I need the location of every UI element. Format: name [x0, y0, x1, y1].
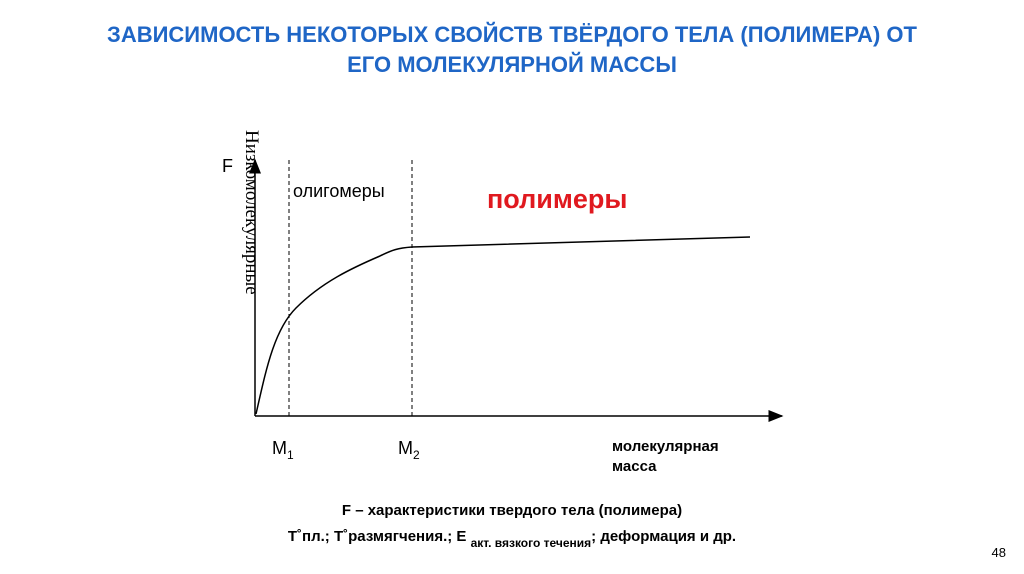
slide-title: ЗАВИСИМОСТЬ НЕКОТОРЫХ СВОЙСТВ ТВЁРДОГО Т… [0, 20, 1024, 80]
m1-subscript: 1 [287, 448, 294, 462]
page-number: 48 [991, 545, 1006, 560]
caption-line2-subscript: акт. вязкого течения [470, 536, 592, 550]
x-axis-label-line2: масса [612, 458, 657, 475]
x-axis-label-line1: молекулярная [612, 438, 719, 455]
y-axis-label: F [222, 156, 233, 176]
m2-main: M [398, 438, 413, 458]
polymers-region-label: полимеры [487, 184, 628, 214]
m1-main: M [272, 438, 287, 458]
m2-subscript: 2 [413, 448, 420, 462]
low-molecular-region-label: Низкомолекулярные [241, 130, 262, 295]
caption-line1: F – характеристики твердого тела (полиме… [341, 502, 683, 519]
slide-title-line1: ЗАВИСИМОСТЬ НЕКОТОРЫХ СВОЙСТВ ТВЁРДОГО Т… [107, 22, 917, 47]
property-curve [255, 236, 751, 415]
caption-line2: T˚пл.; T˚размягчения.; E акт. вязкого те… [0, 524, 1024, 550]
oligomers-region-label: олигомеры [293, 181, 385, 201]
slide-title-line2: ЕГО МОЛЕКУЛЯРНОЙ МАССЫ [347, 52, 677, 77]
x-axis-label: молекулярная масса [612, 437, 719, 477]
m1-tick-label: M1 [272, 438, 294, 462]
caption: F – характеристики твердого тела (полиме… [0, 498, 1024, 550]
caption-line2-start: T˚пл.; T˚размягчения.; E [287, 528, 471, 545]
m2-tick-label: M2 [398, 438, 420, 462]
caption-line2-end: ; деформация и др. [591, 528, 737, 545]
